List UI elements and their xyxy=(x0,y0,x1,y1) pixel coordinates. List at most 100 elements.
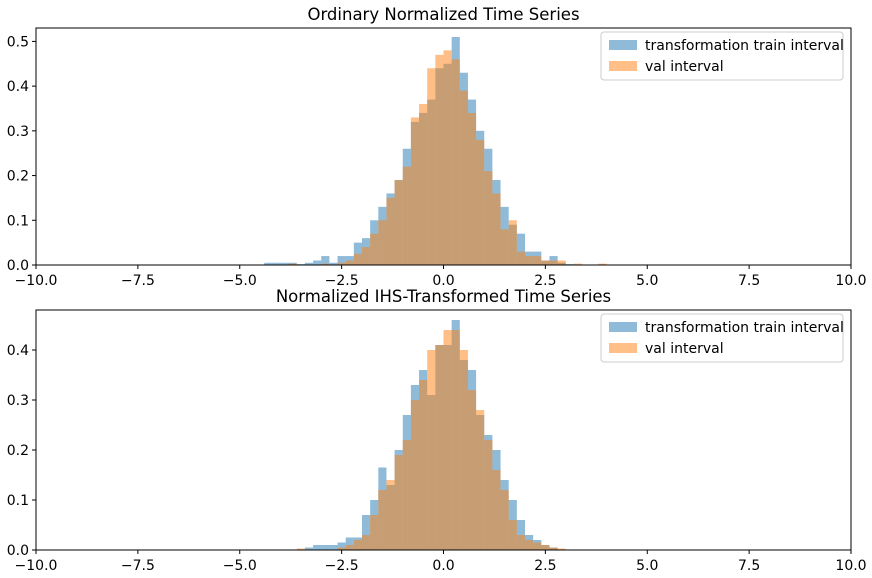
legend-swatch xyxy=(609,322,637,332)
legend-swatch xyxy=(609,40,637,50)
histogram-bar xyxy=(419,104,428,266)
histogram-bar xyxy=(321,256,330,265)
histogram-bar xyxy=(573,263,583,265)
histogram-bar xyxy=(533,542,542,550)
chart-title: Normalized IHS-Transformed Time Series xyxy=(276,287,611,306)
histogram-bar xyxy=(345,545,354,550)
histogram-bar xyxy=(508,220,517,265)
histogram-bar xyxy=(557,548,566,550)
legend-label: val interval xyxy=(645,341,724,357)
x-tick-label: −10.0 xyxy=(15,558,58,574)
histogram-bar xyxy=(329,262,338,265)
histogram-bar xyxy=(304,262,314,265)
histogram-bar xyxy=(410,117,420,266)
histogram-bar xyxy=(345,260,354,265)
histogram-bar xyxy=(378,220,387,265)
histogram-bar xyxy=(410,400,420,550)
histogram-bar xyxy=(394,455,403,550)
histogram-bar xyxy=(541,260,550,265)
histogram-bar xyxy=(549,547,558,550)
legend-box xyxy=(600,313,844,363)
histogram-bar xyxy=(362,515,371,550)
histogram-bar xyxy=(459,90,468,265)
x-tick-label: 10.0 xyxy=(835,273,866,289)
histogram-bar xyxy=(508,520,517,550)
histogram-bar xyxy=(443,50,452,265)
histogram-bar xyxy=(435,345,444,550)
y-tick-label: 0.0 xyxy=(7,258,29,274)
x-tick-label: 7.5 xyxy=(738,273,760,289)
histogram-bar xyxy=(525,256,534,265)
histogram-bar xyxy=(353,253,362,265)
legend-label: transformation train interval xyxy=(645,320,844,336)
histogram-bar xyxy=(549,260,558,265)
histogram-bar xyxy=(541,545,550,550)
y-tick-label: 0.4 xyxy=(7,343,29,359)
y-tick-label: 0.3 xyxy=(7,393,29,409)
histogram-bar xyxy=(443,330,452,550)
histogram-bar xyxy=(467,390,477,550)
y-tick-label: 0.1 xyxy=(7,493,29,509)
histogram-bar xyxy=(451,330,460,550)
histogram-bar xyxy=(264,262,273,265)
histogram-bar xyxy=(484,440,493,550)
histogram-bar xyxy=(492,193,501,265)
histogram-bar xyxy=(337,547,346,550)
x-tick-label: 2.5 xyxy=(534,273,556,289)
histogram-bar xyxy=(321,263,330,265)
histogram-bar xyxy=(329,545,338,550)
histogram-bar xyxy=(427,350,436,550)
histogram-bar xyxy=(386,480,395,550)
x-tick-label: 0.0 xyxy=(432,273,454,289)
y-tick-label: 0.2 xyxy=(7,443,29,459)
histogram-bar xyxy=(516,233,525,265)
histogram-bar xyxy=(525,540,534,550)
histogram-bar xyxy=(476,139,485,265)
histogram-bar xyxy=(272,262,281,265)
top-histogram-panel: −10.0 −7.5 −5.0 −2.5 0.0 2.5 5.0 7.5 10.0 0.0 0.1 0… xyxy=(7,5,867,289)
histogram-bar xyxy=(427,68,436,265)
histogram-bar xyxy=(516,535,525,550)
chart-title: Ordinary Normalized Time Series xyxy=(307,5,579,24)
histogram-bar xyxy=(500,490,509,550)
legend: transformation train interval val interva… xyxy=(600,313,844,363)
y-tick-label: 0.4 xyxy=(7,79,29,95)
legend-swatch xyxy=(609,61,637,71)
x-tick-label: 2.5 xyxy=(534,558,556,574)
y-tick-label: 0.3 xyxy=(7,124,29,140)
histogram-bar xyxy=(337,542,346,550)
y-tick-label: 0.2 xyxy=(7,169,29,185)
histogram-bar xyxy=(598,263,607,265)
histogram-bar xyxy=(370,233,379,265)
histogram-bar xyxy=(313,260,322,265)
histogram-bar xyxy=(500,229,509,265)
series-1 xyxy=(296,330,566,550)
legend-swatch xyxy=(609,343,637,353)
histogram-bar xyxy=(459,350,468,550)
histogram-bar xyxy=(476,410,485,550)
histogram-bar xyxy=(337,262,346,265)
histogram-bar xyxy=(492,470,501,550)
histogram-bar xyxy=(419,380,428,550)
histogram-bar xyxy=(451,59,460,265)
x-tick-label: −7.5 xyxy=(121,273,155,289)
x-tick-label: 10.0 xyxy=(835,558,866,574)
y-tick-label: 0.5 xyxy=(7,34,29,50)
x-tick-label: −5.0 xyxy=(223,558,257,574)
histogram-bar xyxy=(435,54,444,265)
bottom-histogram-panel: −10.0 −7.5 −5.0 −2.5 0.0 2.5 5.0 7.5 10.0 0.0 0.1 0… xyxy=(7,287,867,574)
x-tick-label: 0.0 xyxy=(432,558,454,574)
x-tick-label: −2.5 xyxy=(325,558,359,574)
histogram-bar xyxy=(353,540,362,550)
histogram-bar xyxy=(402,440,411,550)
x-tick-label: 5.0 xyxy=(636,558,658,574)
histogram-bar xyxy=(304,547,314,550)
histogram-bar xyxy=(516,251,525,265)
histogram-bar xyxy=(313,545,322,550)
x-tick-label: −2.5 xyxy=(325,273,359,289)
histogram-bar xyxy=(296,548,305,550)
histogram-bar xyxy=(321,545,330,550)
histogram-bar xyxy=(337,256,346,265)
histogram-bar xyxy=(402,166,411,265)
